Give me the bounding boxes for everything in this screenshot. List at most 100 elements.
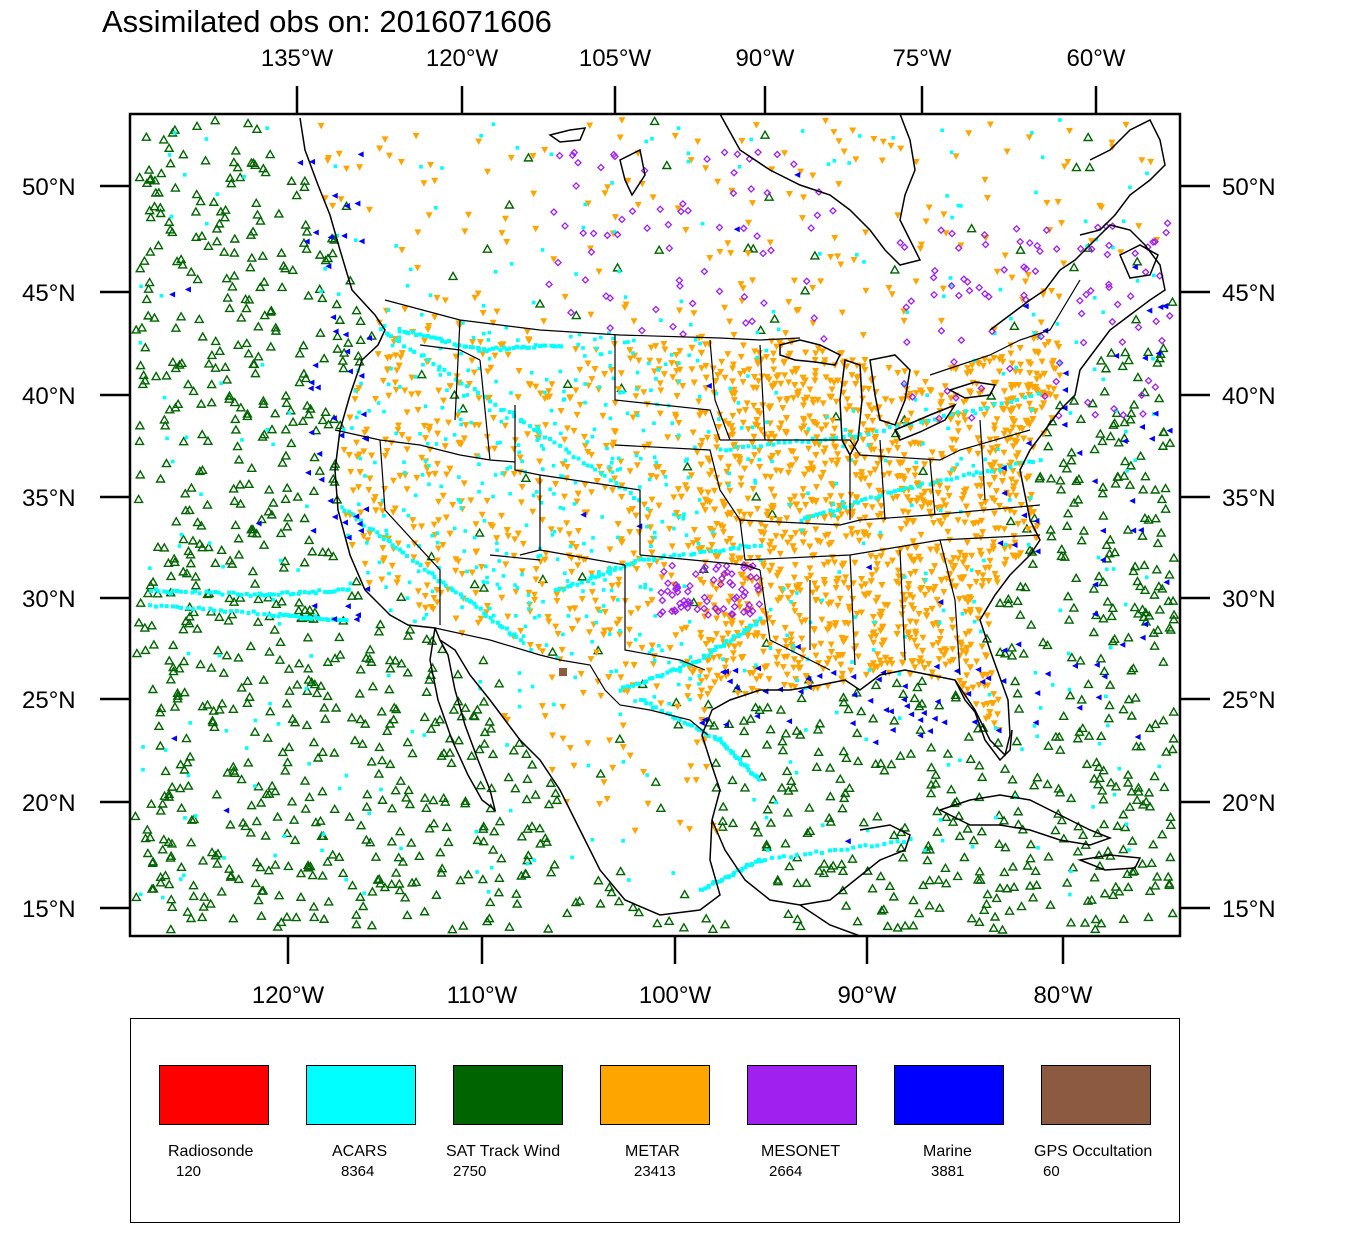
sat-track-wind-marker — [247, 566, 259, 576]
acars-track-marker — [341, 617, 346, 622]
metar-marker — [814, 537, 822, 545]
metar-marker — [832, 584, 840, 592]
metar-marker — [921, 591, 929, 599]
sat-track-wind-marker — [176, 861, 187, 872]
sat-track-wind-marker — [783, 908, 794, 918]
sat-track-wind-marker — [246, 800, 257, 810]
metar-marker — [433, 599, 441, 606]
metar-marker — [465, 211, 473, 219]
metar-marker — [703, 434, 711, 442]
acars-track-marker — [401, 550, 406, 555]
metar-marker — [581, 442, 589, 450]
sat-track-wind-marker — [172, 693, 183, 703]
sat-track-wind-marker — [487, 748, 499, 759]
sat-track-wind-marker — [303, 674, 314, 684]
acars-marker — [938, 508, 943, 512]
acars-marker — [183, 816, 187, 820]
sat-track-wind-marker — [520, 472, 532, 483]
sat-track-wind-marker — [292, 491, 303, 501]
metar-marker — [893, 493, 901, 501]
acars-marker — [253, 784, 257, 788]
metar-marker — [868, 504, 876, 511]
metar-marker — [1000, 470, 1008, 477]
acars-track-marker — [251, 609, 256, 614]
sat-track-wind-marker — [888, 829, 900, 840]
acars-marker — [217, 653, 222, 658]
acars-track-marker — [851, 845, 856, 850]
metar-marker — [602, 443, 610, 450]
acars-marker — [515, 586, 520, 590]
metar-marker — [728, 553, 736, 560]
acars-track-marker — [183, 589, 188, 594]
acars-marker — [1133, 458, 1138, 462]
sat-track-wind-marker — [1122, 524, 1134, 534]
metar-marker — [665, 525, 673, 533]
sat-track-wind-marker — [255, 797, 267, 807]
metar-marker — [904, 585, 912, 593]
sat-track-wind-marker — [293, 597, 305, 607]
metar-marker — [744, 250, 752, 258]
metar-marker — [820, 449, 828, 456]
acars-marker — [647, 477, 652, 482]
sat-track-wind-marker — [299, 557, 310, 567]
metar-marker — [795, 659, 803, 667]
metar-marker — [702, 641, 710, 648]
metar-marker — [968, 552, 976, 560]
metar-marker — [768, 515, 776, 523]
sat-track-wind-marker — [562, 378, 574, 388]
metar-marker — [780, 681, 788, 689]
metar-marker — [893, 445, 901, 452]
sat-track-wind-marker — [1105, 777, 1117, 787]
metar-marker — [980, 702, 988, 709]
metar-marker — [746, 520, 754, 528]
metar-marker — [907, 425, 915, 432]
sat-track-wind-marker — [1086, 894, 1097, 904]
metar-marker — [988, 445, 996, 452]
metar-marker — [791, 608, 799, 615]
sat-track-wind-marker — [1129, 865, 1140, 875]
metar-marker — [710, 532, 718, 540]
metar-marker — [773, 572, 781, 580]
metar-marker — [574, 490, 582, 498]
sat-track-wind-marker — [221, 273, 232, 283]
acars-track-marker — [728, 546, 733, 551]
acars-marker — [406, 513, 411, 518]
metar-marker — [679, 383, 687, 390]
sat-track-wind-marker — [1123, 694, 1135, 704]
acars-track-marker — [689, 552, 694, 557]
metar-marker — [814, 345, 822, 352]
metar-marker — [854, 529, 862, 537]
acars-track-marker — [442, 367, 447, 372]
metar-marker — [822, 374, 830, 381]
metar-marker — [867, 553, 875, 560]
sat-track-wind-marker — [161, 458, 172, 468]
acars-track-marker — [708, 650, 713, 655]
sat-track-wind-marker — [1167, 744, 1178, 754]
acars-track-marker — [919, 420, 924, 425]
metar-marker — [963, 539, 971, 547]
acars-marker — [1152, 273, 1156, 278]
acars-track-marker — [443, 340, 448, 345]
sat-track-wind-marker — [337, 355, 349, 365]
acars-marker — [634, 387, 639, 391]
metar-marker — [629, 414, 637, 421]
sat-track-wind-marker — [1109, 547, 1121, 557]
acars-track-marker — [685, 661, 690, 666]
metar-marker — [996, 502, 1004, 510]
metar-marker — [574, 527, 582, 535]
acars-marker — [487, 330, 492, 335]
acars-track-marker — [647, 676, 652, 681]
acars-marker — [541, 447, 546, 451]
sat-track-wind-marker — [192, 623, 203, 633]
metar-marker — [926, 387, 934, 394]
metar-marker — [912, 631, 920, 638]
metar-marker — [372, 396, 380, 403]
sat-track-wind-marker — [222, 292, 233, 302]
acars-track-marker — [405, 554, 410, 559]
sat-track-wind-marker — [434, 714, 446, 724]
sat-track-wind-marker — [183, 780, 194, 790]
acars-track-marker — [276, 592, 281, 597]
acars-track-marker — [204, 589, 209, 594]
acars-marker — [477, 366, 482, 371]
metar-marker — [674, 703, 682, 711]
